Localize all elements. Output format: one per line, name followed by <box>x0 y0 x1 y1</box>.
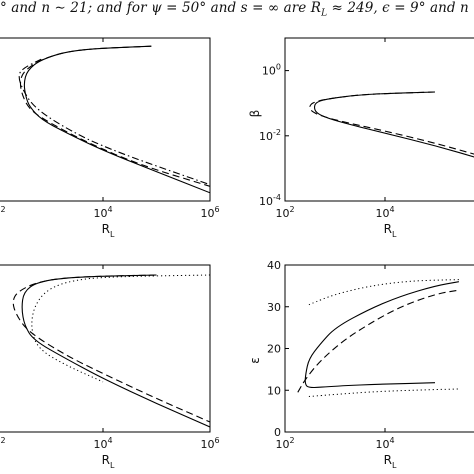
x-tick-label: 104 <box>375 436 394 451</box>
series-line-solid <box>314 91 474 158</box>
series-line-dashed <box>19 45 210 187</box>
y-tick-label: 100 <box>262 63 281 78</box>
x-axis-label: RL <box>384 453 397 470</box>
panel-top-left: 102 104 106 RL <box>0 37 220 239</box>
series-line-solid <box>23 45 210 194</box>
caption-tail: ≈ 249, ϵ = 9° and n ∼ <box>327 0 474 16</box>
series-line-dotted <box>31 274 210 383</box>
y-tick-label: 10-4 <box>259 193 281 208</box>
x-tick-label: 104 <box>375 205 394 220</box>
y-tick-label: 10-2 <box>259 128 281 143</box>
y-axis-label: β <box>248 110 262 118</box>
series-line-dashdot <box>18 58 210 186</box>
x-tick-label: 102 <box>0 436 6 451</box>
series-line-solid <box>21 274 210 428</box>
x-tick-label: 102 <box>275 436 294 451</box>
y-tick-label: 0 <box>274 426 281 439</box>
series-line-dashed <box>12 274 210 423</box>
x-tick-label: 102 <box>0 205 6 220</box>
y-axis-label: ε <box>248 357 262 364</box>
caption-text: ° and n ∼ 21; and for ψ = 50° and s = ∞ … <box>0 0 474 19</box>
y-tick-label: 30 <box>267 301 281 314</box>
y-tick-label: 10 <box>267 384 281 397</box>
x-tick-label: 106 <box>200 436 219 451</box>
panels-group: 102104106RL10210410010-210-4RLβ102104106… <box>0 37 474 470</box>
x-tick-label: 106 <box>200 205 219 220</box>
x-tick-label: 102 <box>275 205 294 220</box>
x-axis-label: RL <box>102 453 115 470</box>
caption-subscript: L <box>321 8 328 19</box>
plot-frame <box>0 264 211 433</box>
plot-frame <box>284 264 474 433</box>
plot-frame <box>284 37 474 202</box>
series-line-dotted <box>308 388 459 397</box>
series-line-solid <box>304 281 459 389</box>
panel-bottom-left: 102 104 106 RL <box>0 264 220 470</box>
y-tick-label: 20 <box>267 343 281 356</box>
x-tick-label: 104 <box>93 205 112 220</box>
panel-bottom-right: 102 104 40 30 20 10 0 RL ε <box>248 259 474 470</box>
x-axis-label: RL <box>384 222 397 239</box>
series-line-dashed <box>309 91 474 155</box>
x-tick-label: 104 <box>93 436 112 451</box>
series-line-dashed <box>297 289 459 393</box>
y-tick-label: 40 <box>267 259 281 272</box>
series-line-dotted <box>308 279 459 306</box>
panel-top-right: 102 104 100 10-2 10-4 RL β <box>248 37 474 239</box>
caption-line: ° and n ∼ 21; and for ψ = 50° and s = ∞ … <box>0 0 474 19</box>
x-axis-label: RL <box>102 222 115 239</box>
